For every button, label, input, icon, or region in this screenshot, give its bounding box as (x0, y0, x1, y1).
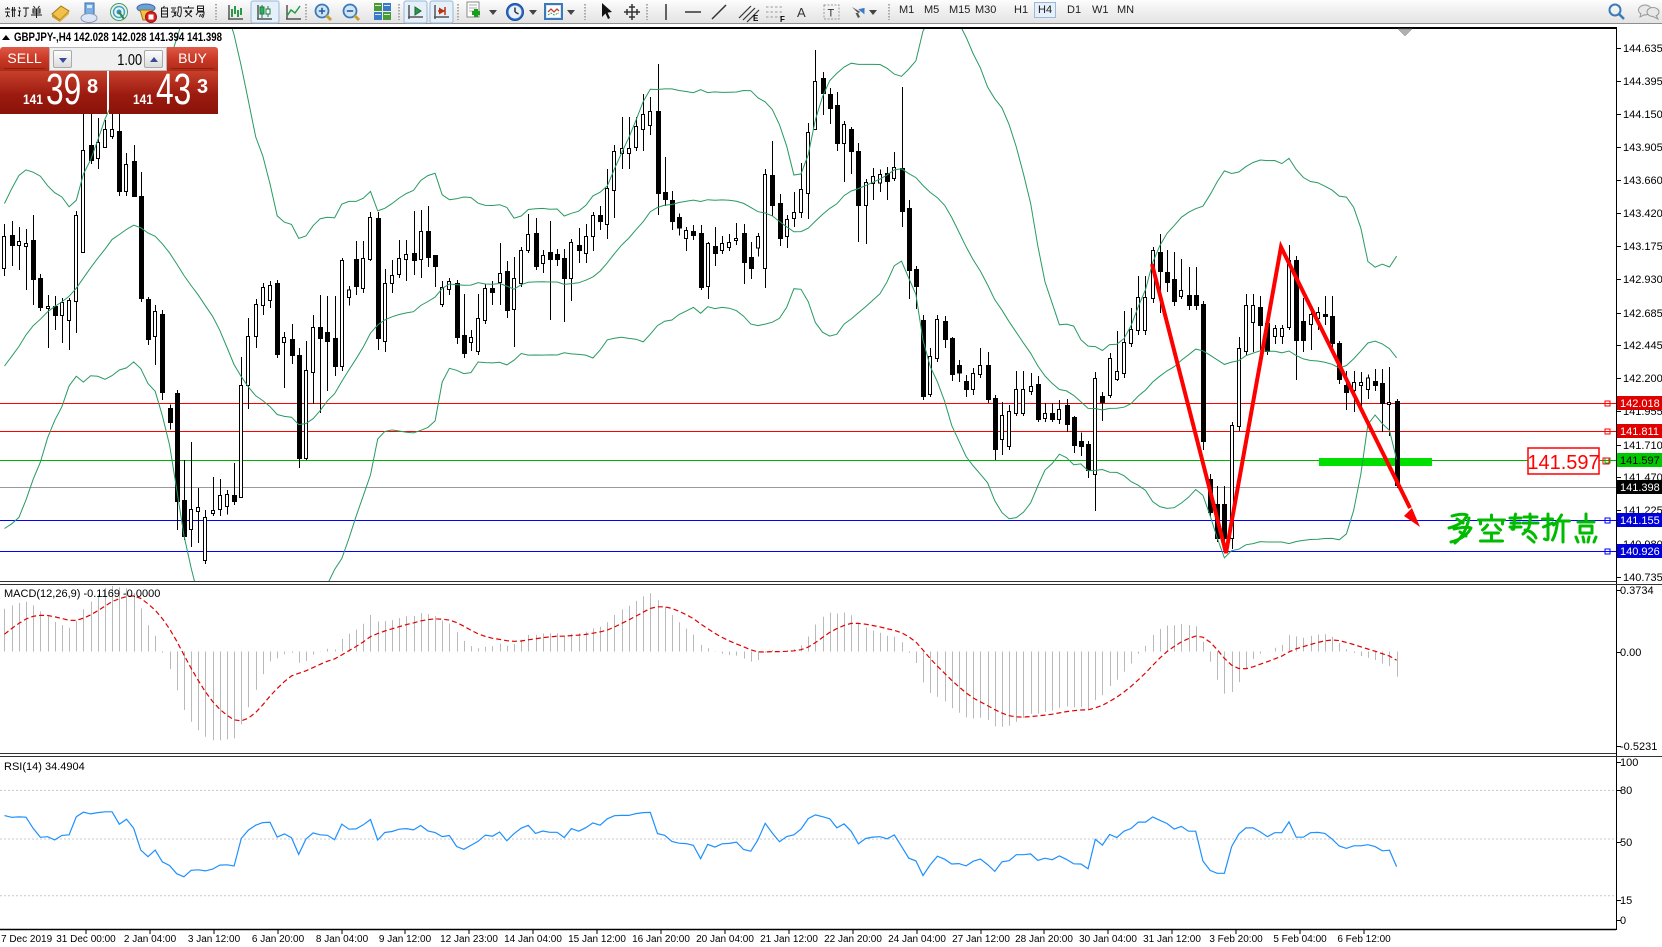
svg-text:3 Jan 12:00: 3 Jan 12:00 (188, 934, 241, 945)
svg-text:28 Jan 20:00: 28 Jan 20:00 (1015, 934, 1073, 945)
svg-text:GBPJPY-,H4 142.028 142.028 14: GBPJPY-,H4 142.028 142.028 141.394 141.3… (14, 30, 222, 44)
svg-text:F: F (780, 15, 785, 24)
svg-text:3 Feb 20:00: 3 Feb 20:00 (1209, 934, 1263, 945)
svg-text:20 Jan 04:00: 20 Jan 04:00 (696, 934, 754, 945)
svg-text:15 Jan 12:00: 15 Jan 12:00 (568, 934, 626, 945)
svg-text:24 Jan 04:00: 24 Jan 04:00 (888, 934, 946, 945)
svg-text:8 Jan 04:00: 8 Jan 04:00 (316, 934, 369, 945)
svg-text:T: T (828, 8, 835, 20)
svg-text:144.635: 144.635 (1623, 43, 1662, 55)
svg-text:0.3734: 0.3734 (1620, 585, 1654, 597)
svg-text:141.811: 141.811 (1620, 426, 1659, 438)
svg-text:142.445: 142.445 (1623, 340, 1662, 352)
svg-text:2 Jan 04:00: 2 Jan 04:00 (124, 934, 177, 945)
svg-text:-0.5231: -0.5231 (1620, 741, 1657, 753)
svg-text:7 Dec 2019: 7 Dec 2019 (1, 934, 53, 945)
svg-text:9 Jan 12:00: 9 Jan 12:00 (379, 934, 432, 945)
svg-text:15: 15 (1620, 895, 1632, 907)
svg-text:6 Feb 12:00: 6 Feb 12:00 (1337, 934, 1391, 945)
svg-text:141.597: 141.597 (1620, 455, 1660, 467)
svg-text:5 Feb 04:00: 5 Feb 04:00 (1273, 934, 1327, 945)
svg-text:0: 0 (1620, 915, 1626, 927)
svg-text:RSI(14) 34.4904: RSI(14) 34.4904 (4, 761, 85, 773)
svg-text:A: A (797, 5, 806, 20)
svg-text:27 Jan 12:00: 27 Jan 12:00 (952, 934, 1010, 945)
svg-text:31 Jan 12:00: 31 Jan 12:00 (1143, 934, 1201, 945)
svg-text:14 Jan 04:00: 14 Jan 04:00 (504, 934, 562, 945)
svg-text:80: 80 (1620, 785, 1632, 797)
svg-text:141.398: 141.398 (1620, 482, 1660, 494)
svg-text:31 Dec 00:00: 31 Dec 00:00 (56, 934, 116, 945)
svg-text:140.735: 140.735 (1623, 572, 1662, 584)
svg-text:16 Jan 20:00: 16 Jan 20:00 (632, 934, 690, 945)
svg-text:100: 100 (1620, 757, 1638, 769)
svg-text:142.018: 142.018 (1620, 398, 1660, 410)
svg-text:141.710: 141.710 (1623, 440, 1662, 452)
svg-text:21 Jan 12:00: 21 Jan 12:00 (760, 934, 818, 945)
svg-text:143.420: 143.420 (1623, 208, 1662, 220)
svg-text:143.175: 143.175 (1623, 241, 1662, 253)
svg-text:140.926: 140.926 (1620, 546, 1660, 558)
svg-text:MACD(12,26,9) -0.1169 -0.0000: MACD(12,26,9) -0.1169 -0.0000 (4, 588, 160, 600)
svg-text:142.200: 142.200 (1623, 373, 1662, 385)
svg-text:6 Jan 20:00: 6 Jan 20:00 (252, 934, 305, 945)
svg-text:144.150: 144.150 (1623, 109, 1662, 121)
svg-text:142.930: 142.930 (1623, 274, 1662, 286)
svg-text:144.395: 144.395 (1623, 76, 1662, 88)
svg-text:143.660: 143.660 (1623, 175, 1662, 187)
svg-text:50: 50 (1620, 837, 1632, 849)
svg-text:141.597: 141.597 (1527, 452, 1599, 474)
svg-text:22 Jan 20:00: 22 Jan 20:00 (824, 934, 882, 945)
svg-text:143.905: 143.905 (1623, 142, 1662, 154)
svg-text:12 Jan 23:00: 12 Jan 23:00 (440, 934, 498, 945)
svg-text:141.155: 141.155 (1620, 515, 1660, 527)
svg-text:142.685: 142.685 (1623, 308, 1662, 320)
svg-text:0.00: 0.00 (1620, 647, 1641, 659)
svg-text:30 Jan 04:00: 30 Jan 04:00 (1079, 934, 1137, 945)
svg-text:E: E (753, 14, 759, 23)
